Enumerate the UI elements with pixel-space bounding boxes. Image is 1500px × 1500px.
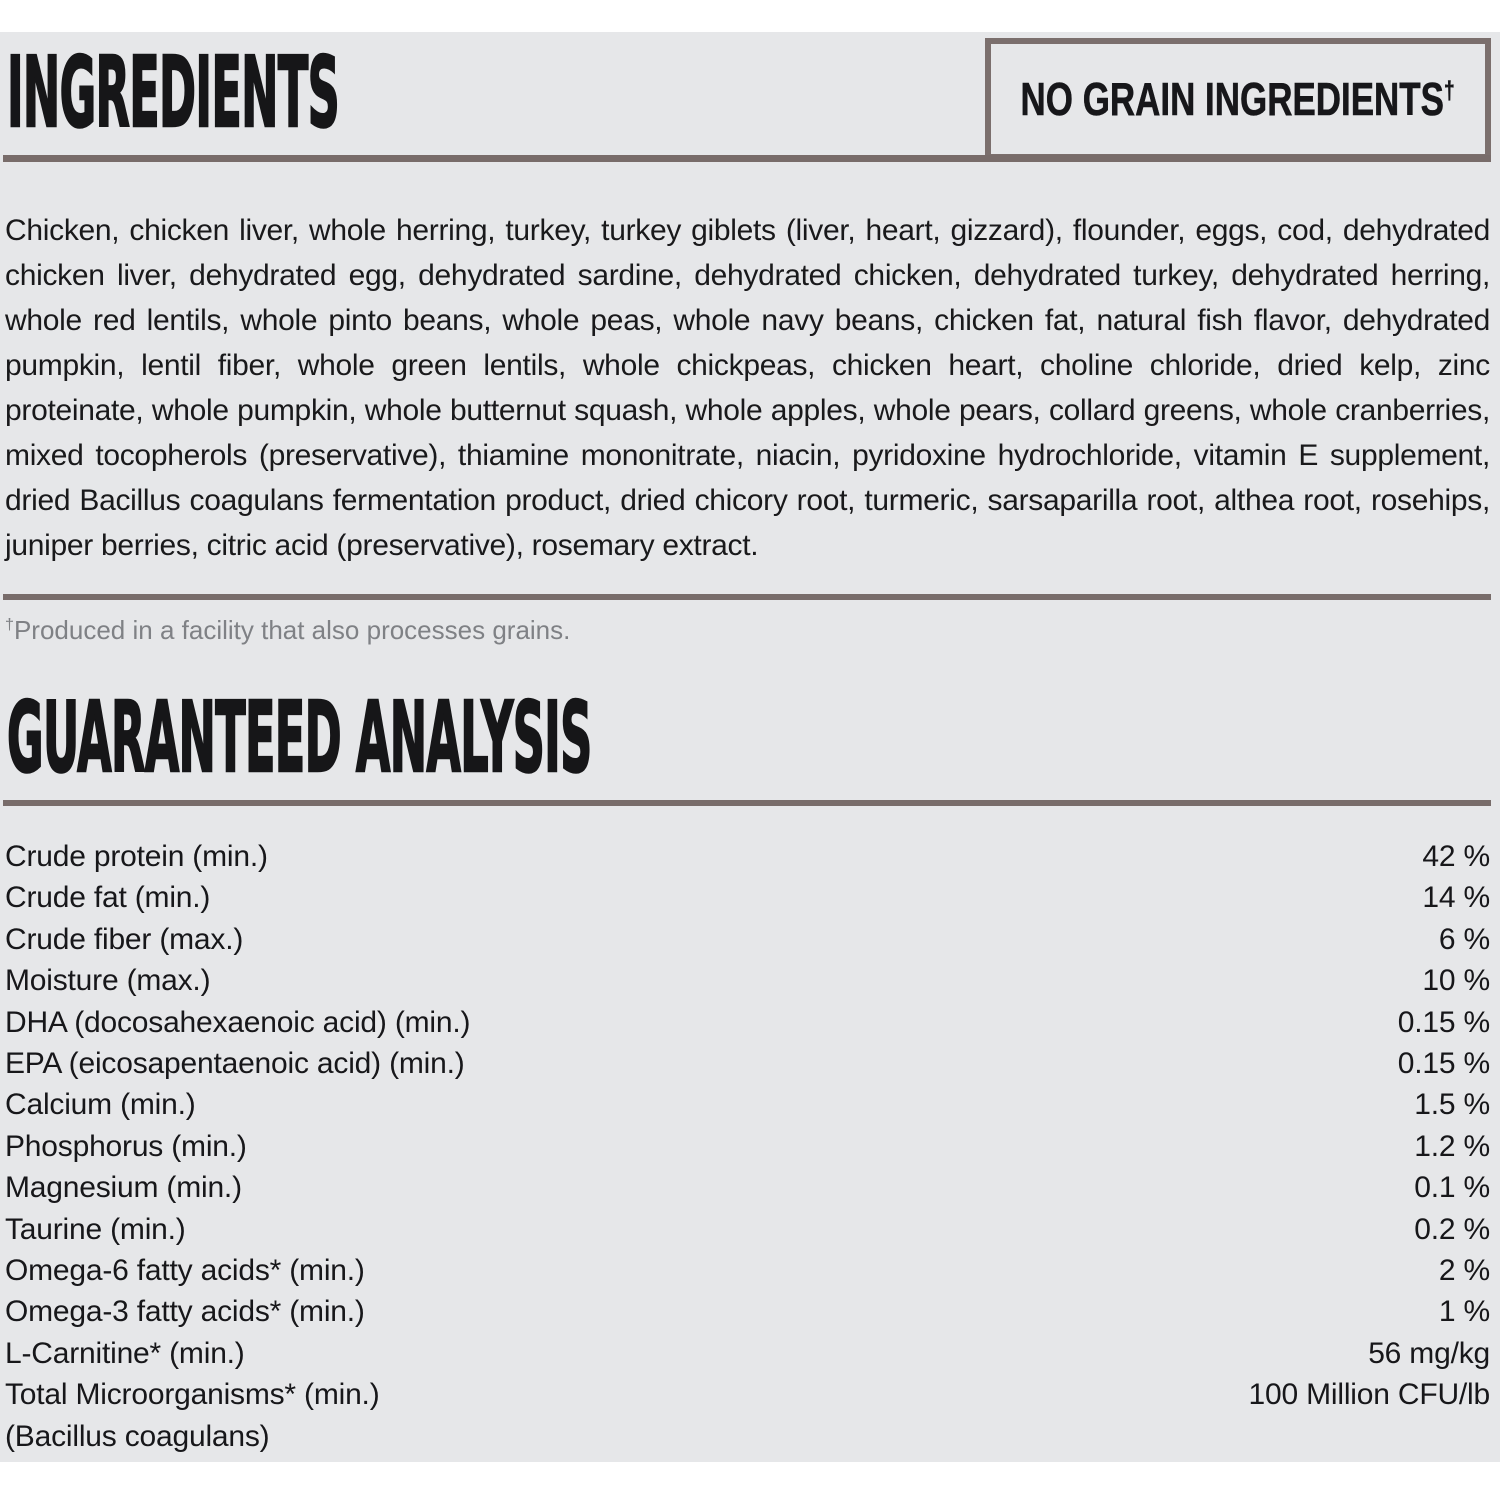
- nutrient-value: 1.2 %: [1414, 1129, 1490, 1163]
- guaranteed-analysis-section-title: GUARANTEED ANALYSIS: [6, 681, 1278, 794]
- analysis-divider-rule: [3, 800, 1491, 806]
- nutrient-value: 1.5 %: [1414, 1088, 1490, 1122]
- nutrient-label: EPA (eicosapentaenoic acid) (min.): [5, 1047, 465, 1081]
- nutrient-label: Total Microorganisms* (min.): [5, 1378, 380, 1412]
- nutrient-value: 56 mg/kg: [1368, 1336, 1490, 1370]
- nutrient-value: 100 Million CFU/lb: [1248, 1378, 1491, 1412]
- no-grain-badge-label: NO GRAIN INGREDIENTS: [1020, 73, 1445, 126]
- nutrient-value: 14 %: [1422, 881, 1490, 915]
- nutrient-label: Magnesium (min.): [5, 1171, 242, 1205]
- footnote-divider-rule: [3, 594, 1491, 600]
- table-row: Moisture (max.) 10 %: [5, 960, 1490, 1001]
- no-grain-badge-dagger: †: [1444, 76, 1456, 105]
- table-row: Crude fat (min.) 14 %: [5, 877, 1490, 918]
- nutrient-label: DHA (docosahexaenoic acid) (min.): [5, 1005, 471, 1039]
- nutrient-label: Calcium (min.): [5, 1088, 196, 1122]
- footnote-text: Produced in a facility that also process…: [13, 615, 571, 645]
- nutrient-label: Omega-3 fatty acids* (min.): [5, 1295, 365, 1329]
- nutrient-label: Taurine (min.): [5, 1212, 186, 1246]
- nutrient-value: 6 %: [1438, 922, 1490, 956]
- table-row: Omega-6 fatty acids* (min.) 2 %: [5, 1250, 1490, 1291]
- nutrient-value: 0.1 %: [1414, 1171, 1490, 1205]
- nutrient-label: Omega-6 fatty acids* (min.): [5, 1254, 365, 1288]
- nutrient-label: Moisture (max.): [5, 964, 211, 998]
- nutrient-value: 2 %: [1438, 1254, 1490, 1288]
- ingredients-heading-text: INGREDIENTS: [6, 36, 340, 149]
- table-row: Total Microorganisms* (min.) 100 Million …: [5, 1374, 1490, 1415]
- guaranteed-analysis-table: Crude protein (min.) 42 % Crude fat (min.…: [5, 836, 1490, 1457]
- nutrient-value: 1 %: [1438, 1295, 1490, 1329]
- label-panel: INGREDIENTS NO GRAIN INGREDIENTS† Chicke…: [0, 32, 1500, 1462]
- ingredients-divider-rule: [3, 155, 1491, 162]
- nutrient-value: 10 %: [1422, 964, 1490, 998]
- nutrient-label: (Bacillus coagulans): [5, 1419, 270, 1453]
- table-row: (Bacillus coagulans): [5, 1416, 1490, 1457]
- no-grain-badge-text: NO GRAIN INGREDIENTS†: [1020, 72, 1456, 126]
- nutrient-value: 0.15 %: [1397, 1005, 1490, 1039]
- table-row: EPA (eicosapentaenoic acid) (min.) 0.15 %: [5, 1043, 1490, 1084]
- nutrient-value: 0.2 %: [1414, 1212, 1490, 1246]
- table-row: Magnesium (min.) 0.1 %: [5, 1167, 1490, 1208]
- nutrient-value: 0.15 %: [1397, 1047, 1490, 1081]
- guaranteed-analysis-heading-text: GUARANTEED ANALYSIS: [6, 681, 592, 794]
- no-grain-badge: NO GRAIN INGREDIENTS†: [985, 38, 1491, 160]
- ingredients-section-title: INGREDIENTS: [6, 36, 729, 149]
- footnote-dagger: †: [5, 615, 14, 634]
- nutrient-value: 42 %: [1422, 840, 1490, 873]
- nutrient-label: Phosphorus (min.): [5, 1129, 247, 1163]
- table-row: Crude fiber (max.) 6 %: [5, 919, 1490, 960]
- table-row: Taurine (min.) 0.2 %: [5, 1209, 1490, 1250]
- nutrient-label: L-Carnitine* (min.): [5, 1336, 245, 1370]
- ingredients-list-paragraph: Chicken, chicken liver, whole herring, t…: [5, 214, 1490, 562]
- nutrient-label: Crude fiber (max.): [5, 922, 244, 956]
- grain-facility-footnote: †Produced in a facility that also proces…: [5, 615, 570, 646]
- table-row: DHA (docosahexaenoic acid) (min.) 0.15 %: [5, 1002, 1490, 1043]
- table-row: L-Carnitine* (min.) 56 mg/kg: [5, 1333, 1490, 1374]
- table-row: Omega-3 fatty acids* (min.) 1 %: [5, 1291, 1490, 1332]
- table-row: Phosphorus (min.) 1.2 %: [5, 1126, 1490, 1167]
- table-row: Crude protein (min.) 42 %: [5, 836, 1490, 877]
- table-row: Calcium (min.) 1.5 %: [5, 1084, 1490, 1125]
- nutrient-label: Crude fat (min.): [5, 881, 211, 915]
- nutrient-label: Crude protein (min.): [5, 840, 268, 873]
